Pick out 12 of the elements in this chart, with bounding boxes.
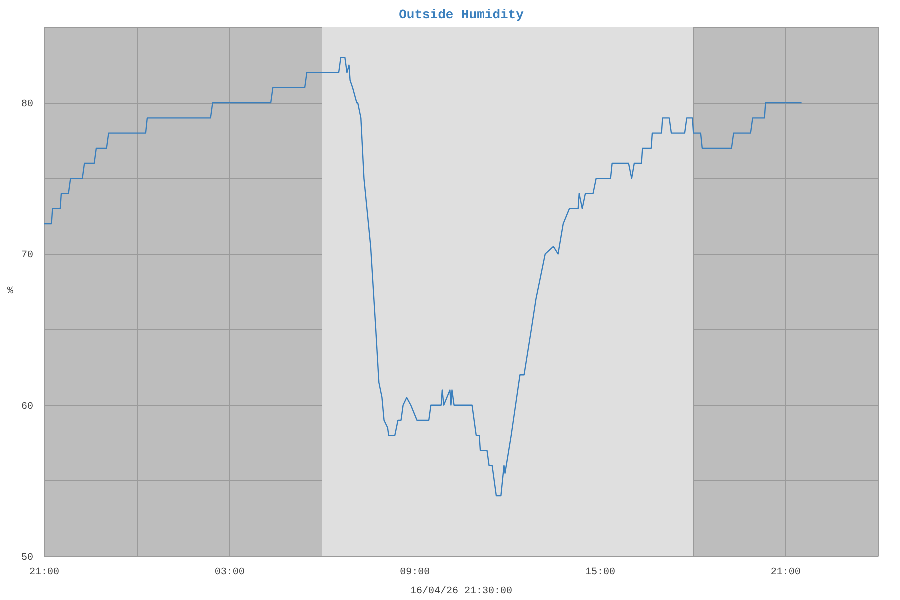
y-tick-label: 80	[22, 100, 34, 111]
y-axis-title: %	[7, 286, 14, 298]
x-tick-label: 21:00	[770, 568, 801, 578]
y-tick-label: 60	[22, 402, 34, 413]
y-tick-label: 50	[22, 553, 34, 564]
x-axis-title: 16/04/26 21:30:00	[410, 586, 513, 598]
chart-title: Outside Humidity	[399, 8, 524, 22]
x-tick-label: 03:00	[214, 568, 245, 578]
x-tick-label: 15:00	[586, 568, 616, 578]
y-tick-label: 70	[22, 250, 34, 262]
x-tick-label: 09:00	[400, 568, 430, 578]
x-tick-label: 21:00	[30, 568, 60, 578]
